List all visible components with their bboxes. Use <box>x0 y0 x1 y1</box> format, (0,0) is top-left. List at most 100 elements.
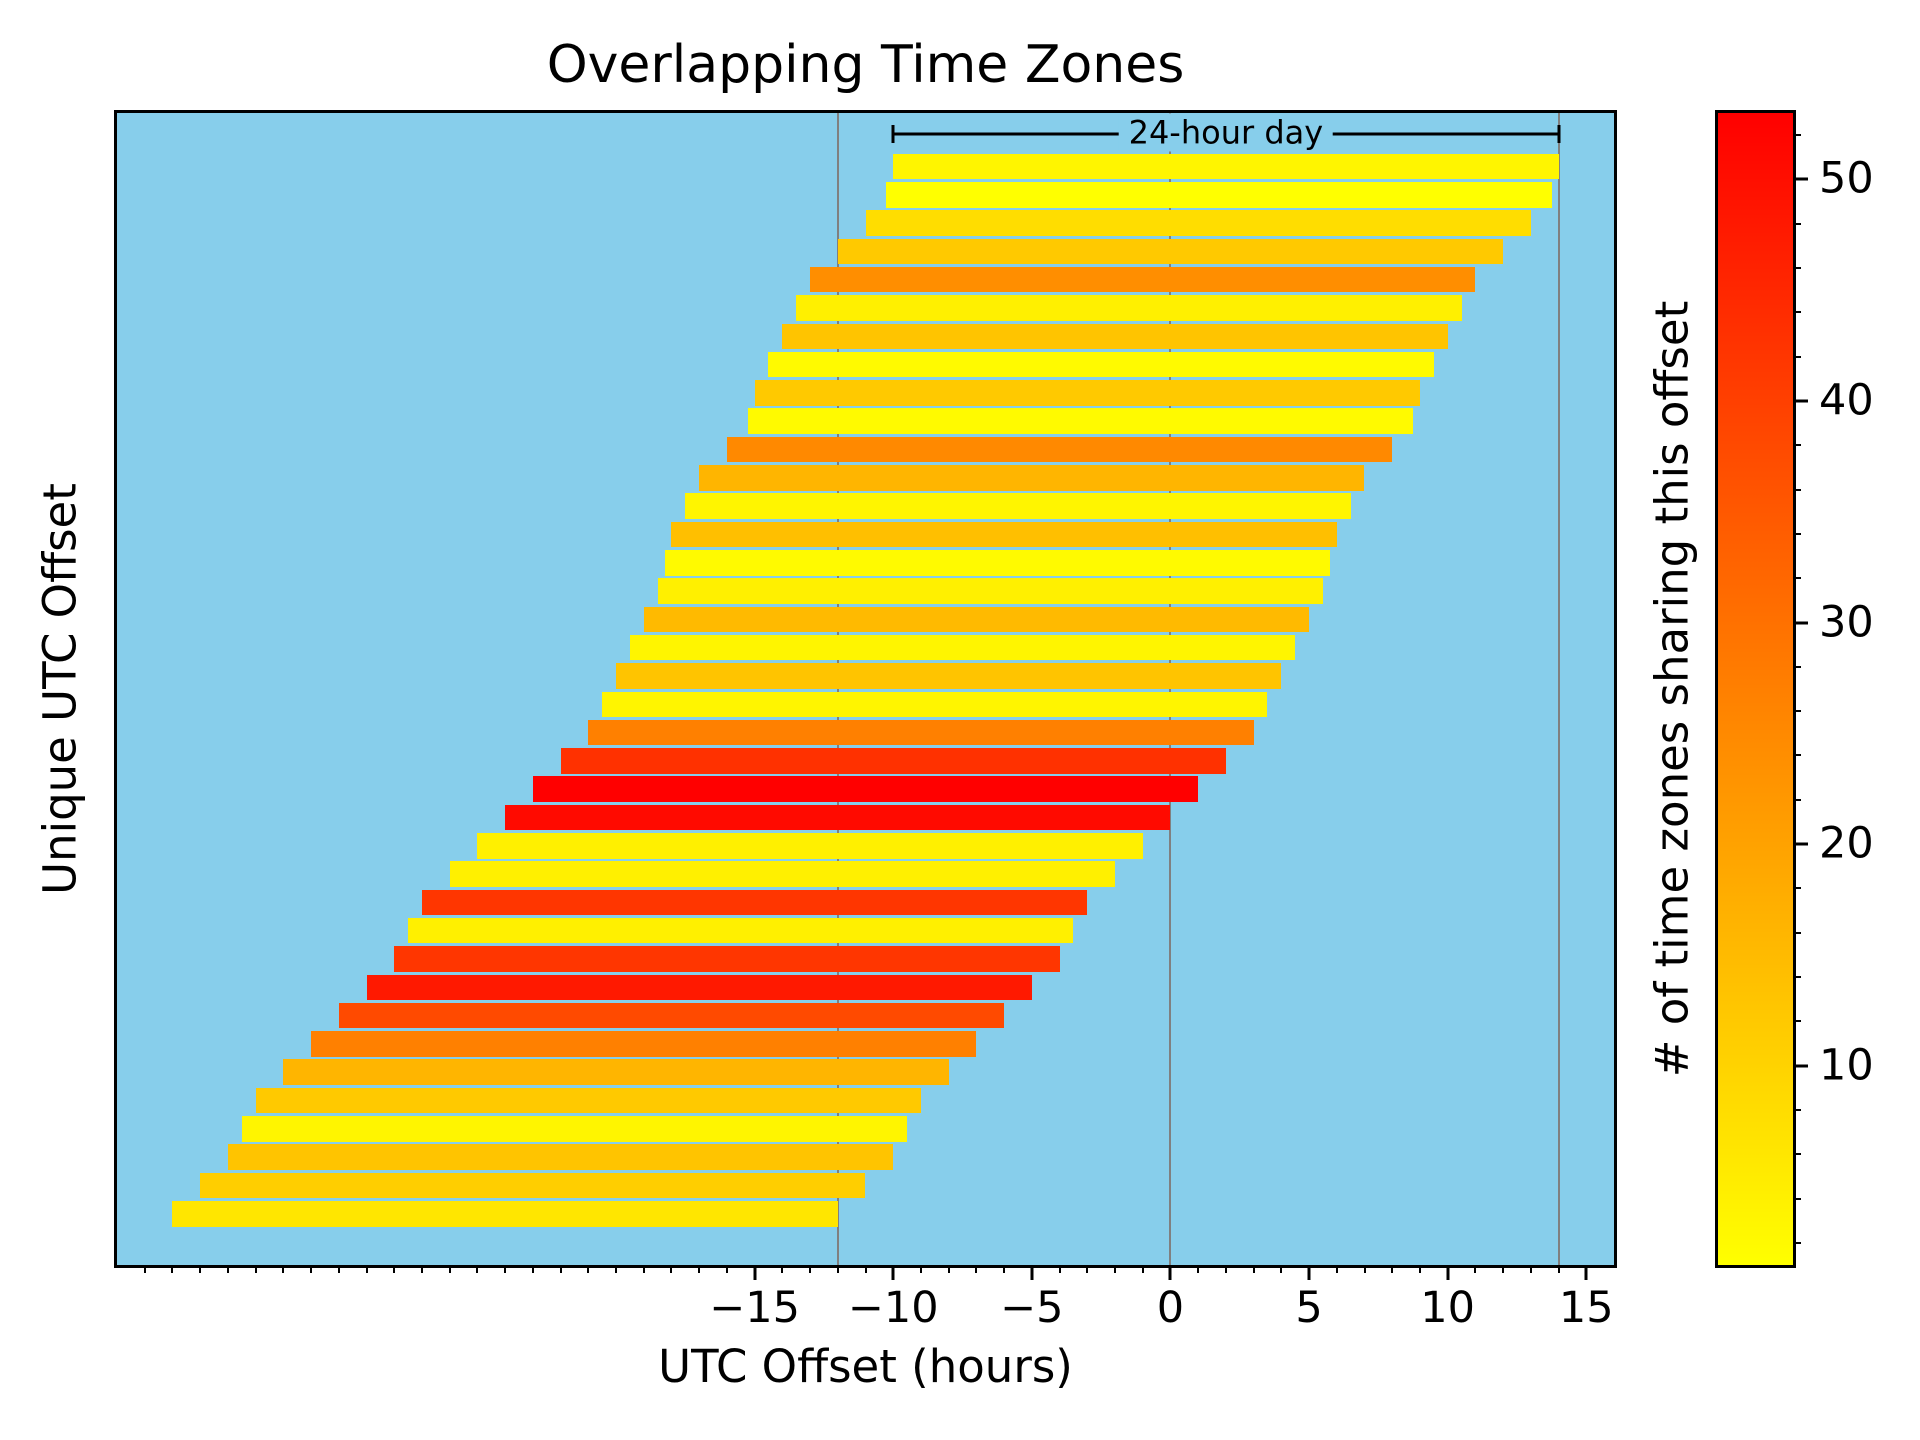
colorbar-minor-tick-6 <box>1793 1153 1801 1156</box>
x-minor-tick--28 <box>393 1265 396 1273</box>
x-minor-tick--23 <box>531 1265 534 1273</box>
x-major-tick--10 <box>891 1265 895 1280</box>
x-minor-tick--31 <box>310 1265 313 1273</box>
colorbar-major-tick-10 <box>1793 1064 1808 1068</box>
timezone-bar-utc-3 <box>421 889 1088 916</box>
timezone-bar-utc5 <box>643 606 1310 633</box>
timezone-bar-utc6.5 <box>685 493 1351 519</box>
x-tick-label-0: 0 <box>1156 1283 1185 1333</box>
x-minor-tick--36 <box>171 1265 174 1273</box>
colorbar-tick-label-40: 40 <box>1819 375 1874 426</box>
x-minor-tick-7 <box>1363 1265 1366 1273</box>
x-minor-tick--16 <box>725 1265 728 1273</box>
timezone-bar-utc10.5 <box>796 295 1462 321</box>
x-minor-tick--26 <box>448 1265 451 1273</box>
x-minor-tick-12 <box>1502 1265 1505 1273</box>
x-minor-tick--1 <box>1141 1265 1144 1273</box>
x-minor-tick--19 <box>642 1265 645 1273</box>
x-minor-tick-9 <box>1418 1265 1421 1273</box>
x-tick-label-10: 10 <box>1420 1283 1476 1333</box>
x-minor-tick--33 <box>254 1265 257 1273</box>
timezone-bar-utc1 <box>532 776 1199 802</box>
timezone-bar-utc2 <box>560 748 1226 774</box>
x-minor-tick--24 <box>504 1265 507 1273</box>
timezone-bar-utc4 <box>616 663 1282 689</box>
colorbar-major-tick-40 <box>1793 399 1808 403</box>
timezone-bar-utc-6 <box>338 1002 1005 1029</box>
colorbar-minor-tick-12 <box>1793 1020 1801 1023</box>
x-minor-tick--25 <box>476 1265 479 1273</box>
colorbar-minor-tick-8 <box>1793 1108 1801 1111</box>
x-minor-tick--2 <box>1114 1265 1116 1273</box>
x-minor-tick--11 <box>864 1265 867 1273</box>
x-minor-tick--9 <box>919 1265 922 1273</box>
colorbar-tick-label-20: 20 <box>1819 818 1874 869</box>
colorbar-major-tick-50 <box>1793 177 1808 181</box>
colorbar-minor-tick-2 <box>1793 1241 1801 1244</box>
x-minor-tick-6 <box>1335 1265 1338 1273</box>
y-axis-label: Unique UTC Offset <box>33 483 87 895</box>
x-minor-tick--4 <box>1058 1265 1061 1273</box>
timezone-bar-utc3 <box>588 719 1254 746</box>
x-minor-tick--30 <box>337 1265 340 1273</box>
x-tick-label--10: −10 <box>847 1283 939 1333</box>
x-tick-label--15: −15 <box>709 1283 800 1333</box>
reference-line-utc-12 <box>836 113 839 1265</box>
colorbar-minor-tick-52 <box>1793 134 1801 137</box>
colorbar-minor-tick-44 <box>1793 311 1801 314</box>
x-minor-tick--3 <box>1086 1265 1089 1273</box>
x-minor-tick--27 <box>420 1265 423 1273</box>
x-major-tick-10 <box>1446 1265 1450 1280</box>
x-major-tick-5 <box>1307 1265 1311 1280</box>
timezone-bar-utc0 <box>505 804 1171 831</box>
reference-line-utc14 <box>1557 113 1560 1265</box>
timezone-bar-utc-1 <box>477 833 1143 859</box>
colorbar-tick-label-30: 30 <box>1819 597 1874 648</box>
colorbar-minor-tick-4 <box>1793 1197 1801 1200</box>
timezone-bar-utc-7 <box>311 1031 977 1057</box>
timezone-bar-utc5.75 <box>664 550 1330 576</box>
colorbar: 10 20 30 40 50 <box>1715 110 1874 1268</box>
timezone-bar-utc14 <box>893 153 1559 180</box>
x-minor-tick-4 <box>1280 1265 1283 1273</box>
x-minor-tick--35 <box>199 1265 202 1273</box>
timezone-bar-utc9.5 <box>768 351 1434 378</box>
x-minor-tick-2 <box>1224 1265 1227 1273</box>
x-minor-tick--8 <box>947 1265 950 1273</box>
x-minor-tick--29 <box>365 1265 368 1273</box>
x-tick-label--5: −5 <box>1000 1283 1064 1333</box>
reference-line-utc0 <box>1169 113 1172 1265</box>
x-major-tick-15 <box>1584 1265 1588 1280</box>
colorbar-minor-tick-32 <box>1793 577 1801 580</box>
timezone-bar-utc6 <box>671 521 1337 548</box>
timezone-bar-utc8 <box>726 436 1393 463</box>
x-tick-label-5: 5 <box>1295 1283 1323 1333</box>
timezone-bar-utc5.5 <box>657 578 1323 604</box>
colorbar-minor-tick-36 <box>1793 488 1801 491</box>
x-major-tick--15 <box>753 1265 757 1280</box>
timezone-bar-utc8.75 <box>747 408 1413 434</box>
colorbar-minor-tick-48 <box>1793 222 1801 225</box>
x-minor-tick-8 <box>1391 1265 1394 1273</box>
timezone-bar-utc-11 <box>200 1172 866 1199</box>
timezone-bar-utc10 <box>782 323 1448 350</box>
timezone-bar-utc-8 <box>283 1059 949 1085</box>
colorbar-minor-tick-28 <box>1793 665 1801 668</box>
x-minor-tick--12 <box>836 1265 839 1273</box>
timezone-bar-utc-2 <box>449 861 1115 887</box>
timezone-bar-utc-3.5 <box>408 917 1074 944</box>
colorbar-minor-tick-14 <box>1793 976 1801 978</box>
colorbar-major-tick-30 <box>1793 621 1808 625</box>
timezone-bar-utc13.75 <box>886 182 1552 208</box>
colorbar-minor-tick-34 <box>1793 532 1801 535</box>
x-minor-tick--18 <box>670 1265 673 1273</box>
colorbar-minor-tick-22 <box>1793 798 1801 801</box>
colorbar-label: # of time zones sharing this offset <box>1645 300 1699 1078</box>
x-minor-tick-1 <box>1197 1265 1200 1273</box>
x-major-tick-0 <box>1168 1265 1172 1280</box>
x-minor-tick--22 <box>559 1265 562 1273</box>
timezone-bar-utc13 <box>865 210 1531 236</box>
x-minor-tick--34 <box>226 1265 229 1273</box>
colorbar-minor-tick-42 <box>1793 355 1801 358</box>
